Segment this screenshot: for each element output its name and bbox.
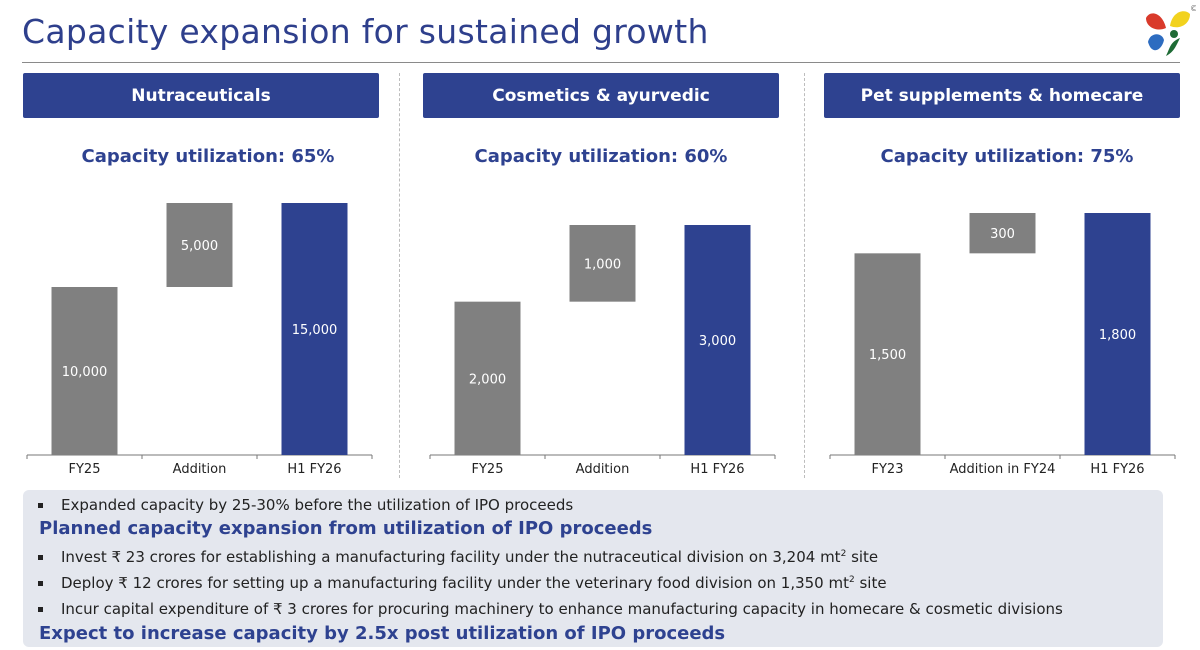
bar-addition [569,225,636,302]
bar-h1-fy26 [281,203,348,455]
bar-value-label: 10,000 [62,365,108,380]
section-heading-planned-expansion: Planned capacity expansion from utilizat… [39,518,653,539]
bullet-text: Invest ₹ 23 crores for establishing a ma… [61,548,879,566]
panel-header-cosmetics-ayurvedic: Cosmetics & ayurvedic [423,73,779,118]
bullet-square-icon [38,606,43,612]
bar-value-label: 1,000 [584,257,621,272]
bar-fy25 [454,301,521,455]
bar-value-label: 15,000 [292,323,338,338]
bullet-text: Deploy ₹ 12 crores for setting up a manu… [61,574,887,592]
section-heading-capacity-increase: Expect to increase capacity by 2.5x post… [39,623,726,644]
x-tick-label: FY23 [872,462,904,477]
capacity-utilization-pet-homecare: Capacity utilization: 75% [880,146,1134,167]
x-tick-label: H1 FY26 [287,462,341,477]
bar-fy23 [854,253,921,455]
bullet-item: Expanded capacity by 25-30% before the u… [38,496,573,514]
panel-divider [804,73,805,478]
copyright-mark: © [1190,4,1196,13]
bar-addition [166,203,233,287]
x-tick-label: Addition [173,462,227,477]
chart-nutraceuticals: 10,000 FY25 5,000 Addition 15,000 H1 FY26 [26,203,373,477]
x-tick-label: H1 FY26 [690,462,744,477]
chart-cosmetics-ayurvedic: 2,000 FY25 1,000 Addition 3,000 H1 FY26 [429,225,776,477]
chart-pet-supplements-homecare: 1,500 FY23 300 Addition in FY24 1,800 H1 FY26 [829,213,1176,477]
ipo-proceeds-summary-box [23,490,1163,647]
bullet-item: Invest ₹ 23 crores for establishing a ma… [38,548,878,566]
panel-header-nutraceuticals: Nutraceuticals [23,73,379,118]
bar-value-label: 2,000 [469,372,506,387]
page-title: Capacity expansion for sustained growth [22,12,709,51]
bar-h1-fy26 [684,225,751,455]
bullet-text: Expanded capacity by 25-30% before the u… [61,496,574,514]
bar-value-label: 1,800 [1099,328,1136,343]
bar-value-label: 300 [990,227,1015,242]
bar-addition-in-fy24 [969,213,1036,254]
x-tick-label: H1 FY26 [1090,462,1144,477]
bullet-item: Incur capital expenditure of ₹ 3 crores … [38,600,1063,618]
capacity-utilization-cosmetics: Capacity utilization: 60% [474,146,728,167]
x-tick-label: FY25 [472,462,504,477]
x-tick-label: FY25 [69,462,101,477]
bar-value-label: 1,500 [869,348,906,363]
bar-h1-fy26 [1084,213,1151,455]
panel-divider [399,73,400,478]
bullet-item: Deploy ₹ 12 crores for setting up a manu… [38,574,887,592]
x-tick-label: Addition [576,462,630,477]
bar-fy25 [51,287,118,455]
title-divider [22,62,1180,63]
bar-value-label: 3,000 [699,334,736,349]
company-logo-icon: © [1146,4,1196,56]
bullet-square-icon [38,554,43,560]
bullet-square-icon [38,580,43,586]
panel-header-pet-supplements-homecare: Pet supplements & homecare [824,73,1180,118]
capacity-utilization-nutraceuticals: Capacity utilization: 65% [81,146,335,167]
bullet-square-icon [38,502,43,508]
bar-value-label: 5,000 [181,239,218,254]
x-tick-label: Addition in FY24 [950,462,1056,477]
bullet-text: Incur capital expenditure of ₹ 3 crores … [61,600,1063,618]
